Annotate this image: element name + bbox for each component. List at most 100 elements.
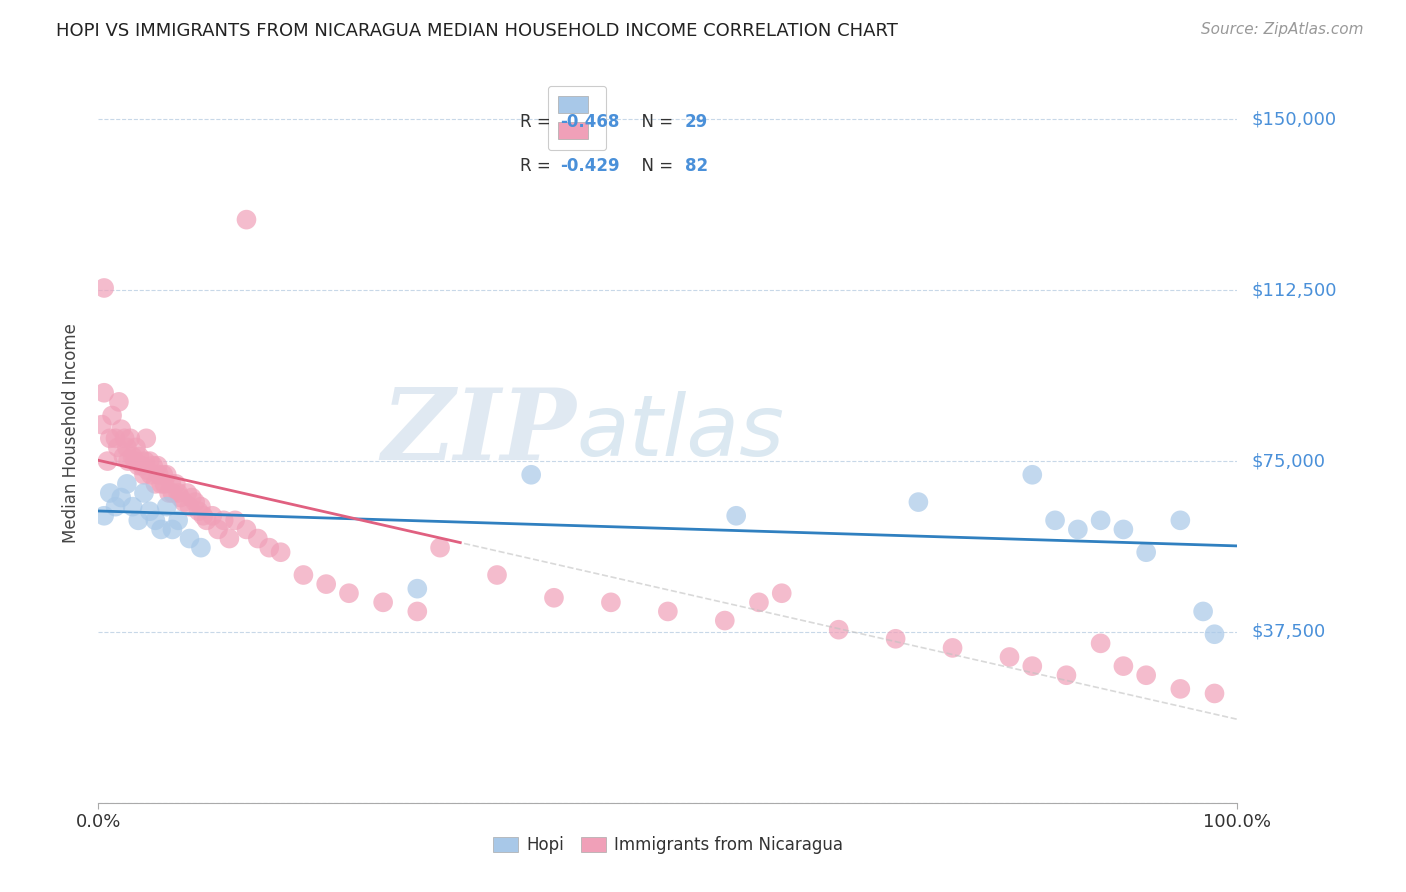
Point xyxy=(179,500,201,514)
Point xyxy=(131,458,153,473)
Point xyxy=(179,532,201,546)
Point xyxy=(148,467,170,482)
Text: $112,500: $112,500 xyxy=(1251,281,1337,299)
Point xyxy=(98,431,121,445)
Point xyxy=(942,640,965,655)
Point xyxy=(725,508,748,523)
Point xyxy=(292,568,315,582)
Text: HOPI VS IMMIGRANTS FROM NICARAGUA MEDIAN HOUSEHOLD INCOME CORRELATION CHART: HOPI VS IMMIGRANTS FROM NICARAGUA MEDIAN… xyxy=(56,22,898,40)
Point xyxy=(169,491,191,505)
Point xyxy=(98,486,121,500)
Point xyxy=(1204,686,1226,700)
Text: $150,000: $150,000 xyxy=(1251,111,1336,128)
Point xyxy=(998,650,1021,665)
Text: N =: N = xyxy=(631,112,679,130)
Point xyxy=(212,513,235,527)
Text: N =: N = xyxy=(631,157,679,175)
Point xyxy=(145,476,167,491)
Point xyxy=(173,495,195,509)
Point xyxy=(127,458,149,473)
Point xyxy=(146,458,169,473)
Point xyxy=(1112,659,1135,673)
Point xyxy=(156,500,179,514)
Point xyxy=(207,523,229,537)
Point xyxy=(1090,636,1112,650)
Point xyxy=(104,431,127,445)
Text: R =: R = xyxy=(520,157,555,175)
Point xyxy=(90,417,112,432)
Point xyxy=(157,486,180,500)
Point xyxy=(112,450,135,464)
Point xyxy=(176,486,198,500)
Point xyxy=(187,504,209,518)
Text: R =: R = xyxy=(520,112,555,130)
Point xyxy=(520,467,543,482)
Point xyxy=(907,495,929,509)
Text: ZIP: ZIP xyxy=(382,384,576,481)
Point xyxy=(120,431,142,445)
Point xyxy=(127,513,149,527)
Point xyxy=(201,508,224,523)
Point xyxy=(93,508,115,523)
Point xyxy=(132,467,155,482)
Point xyxy=(117,454,139,468)
Point xyxy=(1135,545,1157,559)
Point xyxy=(235,523,257,537)
Point xyxy=(235,212,257,227)
Legend: Hopi, Immigrants from Nicaragua: Hopi, Immigrants from Nicaragua xyxy=(486,830,849,861)
Point xyxy=(93,281,115,295)
Point xyxy=(150,523,173,537)
Text: atlas: atlas xyxy=(576,391,785,475)
Point xyxy=(153,476,176,491)
Text: 82: 82 xyxy=(685,157,709,175)
Text: -0.429: -0.429 xyxy=(560,157,619,175)
Point xyxy=(156,467,179,482)
Point xyxy=(134,454,156,468)
Point xyxy=(190,500,212,514)
Point xyxy=(190,541,212,555)
Point xyxy=(259,541,281,555)
Point xyxy=(270,545,292,559)
Text: $75,000: $75,000 xyxy=(1251,452,1326,470)
Point xyxy=(224,513,246,527)
Point xyxy=(115,441,138,455)
Point xyxy=(748,595,770,609)
Point xyxy=(167,486,190,500)
Point xyxy=(121,450,143,464)
Point xyxy=(132,486,155,500)
Point xyxy=(429,541,451,555)
Point xyxy=(160,476,183,491)
Point xyxy=(162,486,184,500)
Point xyxy=(1021,467,1043,482)
Point xyxy=(110,422,132,436)
Point xyxy=(828,623,851,637)
Point xyxy=(315,577,337,591)
Point xyxy=(406,582,429,596)
Point xyxy=(486,568,509,582)
Point xyxy=(125,441,148,455)
Point xyxy=(101,409,124,423)
Point xyxy=(1204,627,1226,641)
Point xyxy=(1090,513,1112,527)
Point xyxy=(1170,513,1192,527)
Point xyxy=(218,532,240,546)
Text: Source: ZipAtlas.com: Source: ZipAtlas.com xyxy=(1201,22,1364,37)
Point xyxy=(337,586,360,600)
Text: 29: 29 xyxy=(685,112,709,130)
Point xyxy=(104,500,127,514)
Point xyxy=(124,454,146,468)
Point xyxy=(150,476,173,491)
Point xyxy=(108,395,131,409)
Point xyxy=(770,586,793,600)
Point xyxy=(93,385,115,400)
Point xyxy=(543,591,565,605)
Point xyxy=(1135,668,1157,682)
Point xyxy=(714,614,737,628)
Point xyxy=(1170,681,1192,696)
Point xyxy=(139,467,162,482)
Point xyxy=(884,632,907,646)
Point xyxy=(114,431,136,445)
Point xyxy=(657,604,679,618)
Point xyxy=(142,458,165,473)
Point xyxy=(135,431,157,445)
